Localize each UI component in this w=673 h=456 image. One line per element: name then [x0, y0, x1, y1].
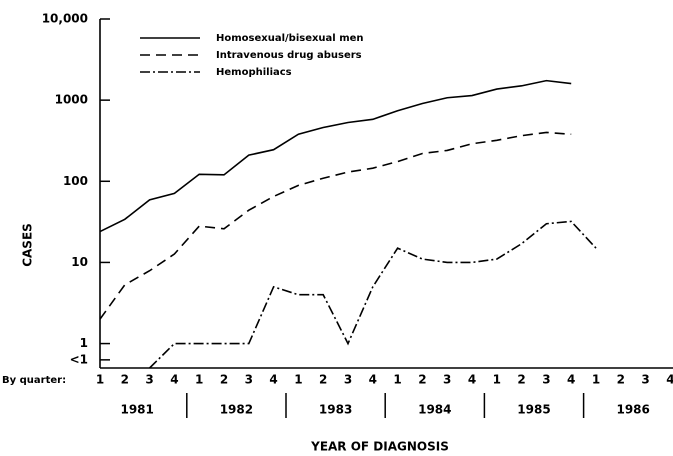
x-tick-label: 3	[542, 373, 550, 387]
x-tick-label: 4	[170, 373, 178, 387]
legend-label: Hemophiliacs	[216, 67, 292, 78]
x-tick-label: 2	[617, 373, 625, 387]
y-tick-label: 10	[71, 255, 88, 269]
x-tick-label: 2	[319, 373, 327, 387]
x-tick-label: 1	[294, 373, 302, 387]
x-tick-label: 4	[269, 373, 277, 387]
x-tick-label: 3	[344, 373, 352, 387]
x-tick-label: 2	[121, 373, 129, 387]
y-tick-label: 10,000	[42, 12, 88, 26]
x-tick-label: 1	[493, 373, 501, 387]
y-axis-label: CASES	[21, 223, 35, 267]
x-tick-label: 3	[145, 373, 153, 387]
x-tick-label: 2	[418, 373, 426, 387]
y-tick-label: <1	[70, 352, 88, 366]
year-label: 1985	[517, 403, 550, 417]
legend-label: Intravenous drug abusers	[216, 50, 362, 61]
x-tick-label: 1	[393, 373, 401, 387]
y-tick-label: 1000	[55, 93, 88, 107]
series-line	[99, 131, 572, 320]
x-tick-label: 3	[443, 373, 451, 387]
series-line	[99, 79, 572, 233]
x-prefix: By quarter:	[2, 375, 66, 386]
y-tick-label: 100	[63, 174, 88, 188]
x-tick-label: 1	[592, 373, 600, 387]
x-tick-label: 3	[245, 373, 253, 387]
x-tick-label: 1	[96, 373, 104, 387]
series-line	[149, 220, 597, 369]
legend-label: Homosexual/bisexual men	[216, 33, 364, 44]
year-label: 1984	[418, 403, 451, 417]
x-tick-label: 4	[468, 373, 476, 387]
x-tick-label: 3	[641, 373, 649, 387]
x-tick-label: 2	[517, 373, 525, 387]
year-label: 1981	[120, 403, 153, 417]
x-tick-label: 4	[666, 373, 673, 387]
year-label: 1986	[616, 403, 649, 417]
year-label: 1982	[220, 403, 253, 417]
x-tick-label: 1	[195, 373, 203, 387]
x-axis-label: YEAR OF DIAGNOSIS	[310, 440, 449, 454]
x-tick-label: 4	[567, 373, 575, 387]
x-tick-label: 2	[220, 373, 228, 387]
year-label: 1983	[319, 403, 352, 417]
x-tick-label: 4	[369, 373, 377, 387]
y-tick-label: 1	[80, 336, 88, 350]
